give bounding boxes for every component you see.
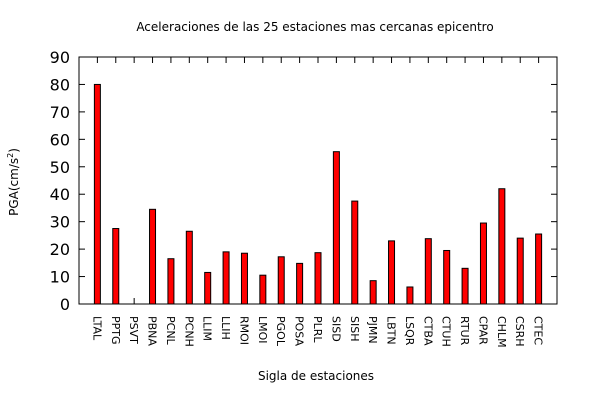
y-axis-label-text: PGA(cm/s xyxy=(7,158,21,216)
bar-CPAR xyxy=(479,222,487,305)
bar-POSA xyxy=(296,262,304,305)
bar-CTUH xyxy=(443,249,451,305)
bars xyxy=(93,83,543,305)
x-tick-label: SISD xyxy=(329,316,342,342)
bar-CTEC xyxy=(535,233,543,305)
y-tick-label: 10 xyxy=(50,268,70,287)
x-tick-label: PCNL xyxy=(164,316,177,346)
x-tick-label: POSA xyxy=(293,316,306,346)
bar-CSRH xyxy=(516,237,524,305)
bar-LMOI xyxy=(259,274,267,305)
x-tick-label: LTAL xyxy=(90,316,103,341)
x-tick-label: PLRL xyxy=(311,316,324,343)
bar-CHLM xyxy=(498,188,506,305)
bar-SISH xyxy=(351,200,359,305)
x-tick-label: CHLM xyxy=(495,316,508,348)
x-tick-label: CTBA xyxy=(421,316,434,346)
bar-LTAL xyxy=(93,83,101,305)
x-tick-label: CPAR xyxy=(476,316,489,345)
y-tick-label: 60 xyxy=(50,130,70,149)
bar-SISD xyxy=(332,151,340,305)
bar-CTBA xyxy=(424,238,432,305)
bar-PCNL xyxy=(167,258,175,305)
y-tick-label: 40 xyxy=(50,185,70,204)
y-tick-label: 20 xyxy=(50,240,70,259)
y-axis-ticks: 0 10 20 30 40 50 60 70 80 90 xyxy=(50,48,557,314)
bar-RTUR xyxy=(461,267,469,305)
plot-frame xyxy=(78,56,558,305)
y-tick-label: 70 xyxy=(50,103,70,122)
x-axis-ticks: LTAL PPTG PSVT PBNA PCNL PCNH LLIM LLIH RMOI LMOI… xyxy=(90,57,545,348)
x-tick-label: CTUH xyxy=(440,316,453,347)
y-tick-label: 30 xyxy=(50,213,70,232)
x-tick-label: LLIH xyxy=(219,316,232,340)
bar-LSQR xyxy=(406,286,414,305)
x-tick-label: LMOI xyxy=(256,316,269,344)
y-tick-label: 90 xyxy=(50,48,70,67)
bar-PCNH xyxy=(185,230,193,305)
x-tick-label: LLIM xyxy=(201,316,214,341)
y-axis-label-close: ) xyxy=(7,148,21,153)
x-tick-label: CTEC xyxy=(532,316,545,345)
bar-PPTG xyxy=(112,228,120,305)
x-tick-label: LSQR xyxy=(403,316,416,346)
bar-PGOL xyxy=(277,256,285,305)
x-tick-label: PGOL xyxy=(274,316,287,347)
bar-PLRL xyxy=(314,252,322,305)
y-axis-label: PGA(cm/s2) xyxy=(6,148,21,216)
x-tick-label: PCNH xyxy=(182,316,195,347)
x-axis-label: Sigla de estaciones xyxy=(258,369,374,383)
x-tick-label: PSVT xyxy=(127,316,140,344)
y-tick-label: 0 xyxy=(60,295,70,314)
x-tick-label: PJMN xyxy=(366,316,379,344)
bar-LLIM xyxy=(204,271,212,305)
x-tick-label: RTUR xyxy=(458,316,471,346)
bar-PJMN xyxy=(369,280,377,305)
y-axis-label-superscript: 2 xyxy=(6,153,15,158)
x-tick-label: RMOI xyxy=(237,316,250,345)
x-tick-label: LBTN xyxy=(385,316,398,345)
bar-LLIH xyxy=(222,251,230,305)
bar-LBTN xyxy=(388,240,396,305)
x-tick-label: CSRH xyxy=(513,316,526,347)
chart-title: Aceleraciones de las 25 estaciones mas c… xyxy=(136,20,493,34)
y-tick-label: 80 xyxy=(50,75,70,94)
x-tick-label: PBNA xyxy=(146,316,159,346)
bar-PBNA xyxy=(149,208,157,305)
y-tick-label: 50 xyxy=(50,158,70,177)
x-tick-label: SISH xyxy=(348,316,361,341)
bar-RMOI xyxy=(240,252,248,305)
x-tick-label: PPTG xyxy=(109,316,122,345)
